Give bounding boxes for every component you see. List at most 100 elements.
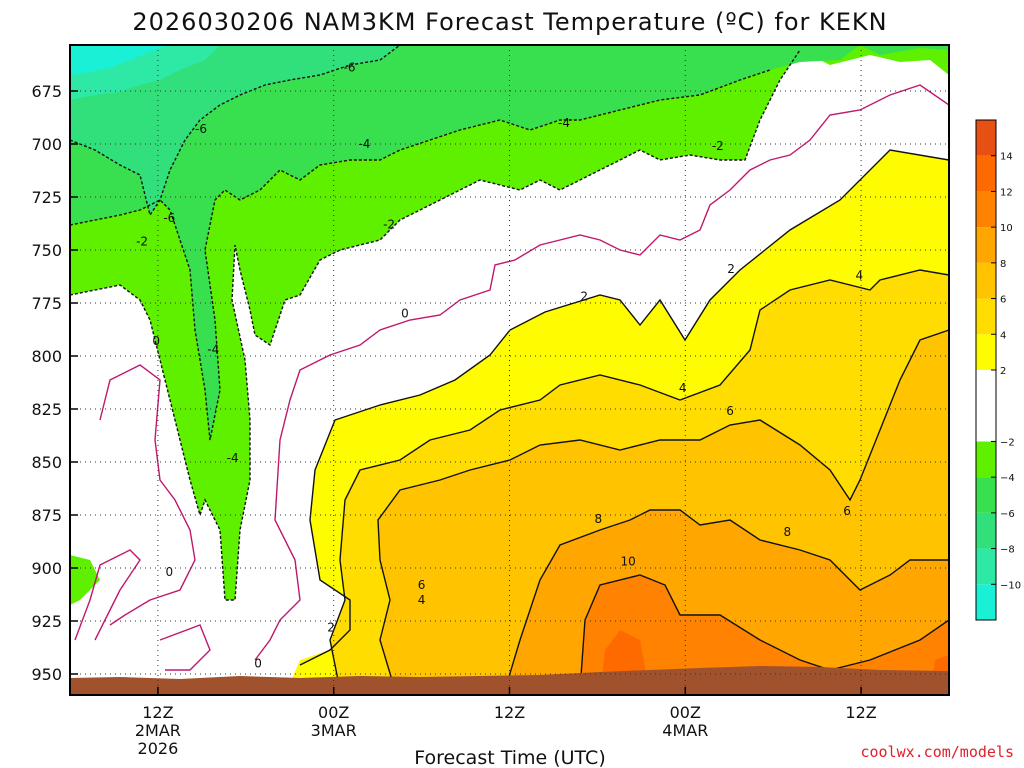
contour-label: 10 [621,555,636,569]
contour-6c [377,329,949,691]
contour-label-text: 6 [843,504,851,518]
contour-label: 6 [843,504,851,518]
chart-title: 2026030206 NAM3KM Forecast Temperature (… [132,8,887,36]
contour-label: 0 [254,656,262,670]
contour-label-text: -4 [207,343,219,357]
x-axis-label: Forecast Time (UTC) [414,747,605,768]
cold-band-minus4c [70,45,949,440]
y-tick-label: 875 [31,506,62,525]
y-tick-label: 725 [31,188,62,207]
contour-label-text: 4 [856,268,864,282]
contour-label-text: 0 [166,565,174,579]
contour-label-text: -6 [195,122,207,136]
colorbar-tick-label: −8 [1000,545,1015,556]
contour-label-text: 0 [254,656,262,670]
colorbar-swatch [976,155,996,192]
contour-label-text: -2 [136,235,148,249]
colorbar-tick-label: 2 [1000,366,1006,377]
colorbar-tick-label: 10 [1000,223,1013,234]
colorbar-tick-label: 12 [1000,187,1013,198]
x-tick-label: 12Z [494,703,525,722]
contour-label: -4 [207,343,219,357]
contour-label: 6 [726,404,734,418]
y-tick-label: 675 [31,82,62,101]
colorbar-swatch [976,370,996,442]
contour-label: 2 [327,620,335,634]
contour-label: -6 [163,211,175,225]
colorbar-tick-label: 6 [1000,295,1006,306]
colorbar-tick-label: 8 [1000,259,1006,270]
contour-0c-left [99,364,196,626]
contour-label-text: -4 [558,116,570,130]
contour-label-text: -2 [383,218,395,232]
contour-label-text: 8 [783,525,791,539]
contour-0c-low [159,624,211,671]
x-tick-label: 00Z [670,703,701,722]
credit-text: coolwx.com/models [860,743,1014,761]
cold-band-minus10c [70,45,170,75]
colorbar-tick-label: −6 [1000,509,1015,520]
contour-label: 8 [783,525,791,539]
contour-label: -2 [136,235,148,249]
contour-minus6c [70,45,401,217]
x-tick-label: 00Z [318,703,349,722]
y-tick-label: 750 [31,241,62,260]
x-tick-label: 12Z [142,703,173,722]
contour-label: 0 [401,307,409,321]
contour-label-text: 6 [418,578,426,592]
temperature-field [70,45,949,695]
warm-band-10c [580,575,949,695]
colorbar-tick-label: −10 [1000,580,1021,591]
colorbar-swatch [976,441,996,478]
colorbar-swatch [976,477,996,513]
cold-band-minus6c [70,45,400,215]
contour-label: -4 [227,451,239,465]
y-tick-label: 825 [31,400,62,419]
gridlines [70,45,949,695]
contour-label-text: 4 [679,381,687,395]
y-tick-label: 850 [31,453,62,472]
contour-8c [504,509,949,691]
y-tick-label: 700 [31,135,62,154]
contour-label: 4 [418,593,426,607]
colorbar-swatch [976,584,996,620]
colorbar-tick-label: −4 [1000,473,1015,484]
cold-band-minus2c [70,45,949,600]
x-tick-label: 3MAR [311,721,357,740]
contour-label-text: 2 [580,290,588,304]
colorbar-swatch [976,298,996,335]
colorbar: 14 12 10 8 6 4 2 −2 −4 −6 −8 −10 [975,119,1021,621]
contour-label: 2 [727,262,735,276]
contour-label-text: 10 [621,555,636,569]
contour-label-text: 8 [594,512,602,526]
contour-label-text: 2 [727,262,735,276]
contour-label-text: 0 [401,307,409,321]
contour-label-text: -2 [712,139,724,153]
contour-label: -6 [344,61,356,75]
colorbar-swatch [976,334,996,370]
contour-minus4c [70,69,771,441]
contour-label: -6 [195,122,207,136]
contour-label: -2 [712,139,724,153]
contour-lines [70,45,949,691]
colorbar-swatch [976,120,996,156]
y-tick-label: 800 [31,347,62,366]
contour-label-text: 0 [152,334,160,348]
contour-label: 4 [856,268,864,282]
y-axis: 675 700 725 750 775 800 825 850 875 900 925 950 [31,82,78,684]
contour-0c-upper [70,45,949,661]
x-tick-label: 12Z [845,703,876,722]
contour-label: 6 [418,578,426,592]
y-tick-label: 950 [31,665,62,684]
colorbar-swatch [976,262,996,299]
colorbar-swatch [976,548,996,585]
contour-label: 8 [594,512,602,526]
contour-4c [329,269,949,691]
contour-label: -4 [358,137,370,151]
contour-0c [74,549,141,641]
colorbar-tick-label: 14 [1000,152,1013,163]
contour-label-text: 6 [726,404,734,418]
contour-label-text: 2 [327,620,335,634]
